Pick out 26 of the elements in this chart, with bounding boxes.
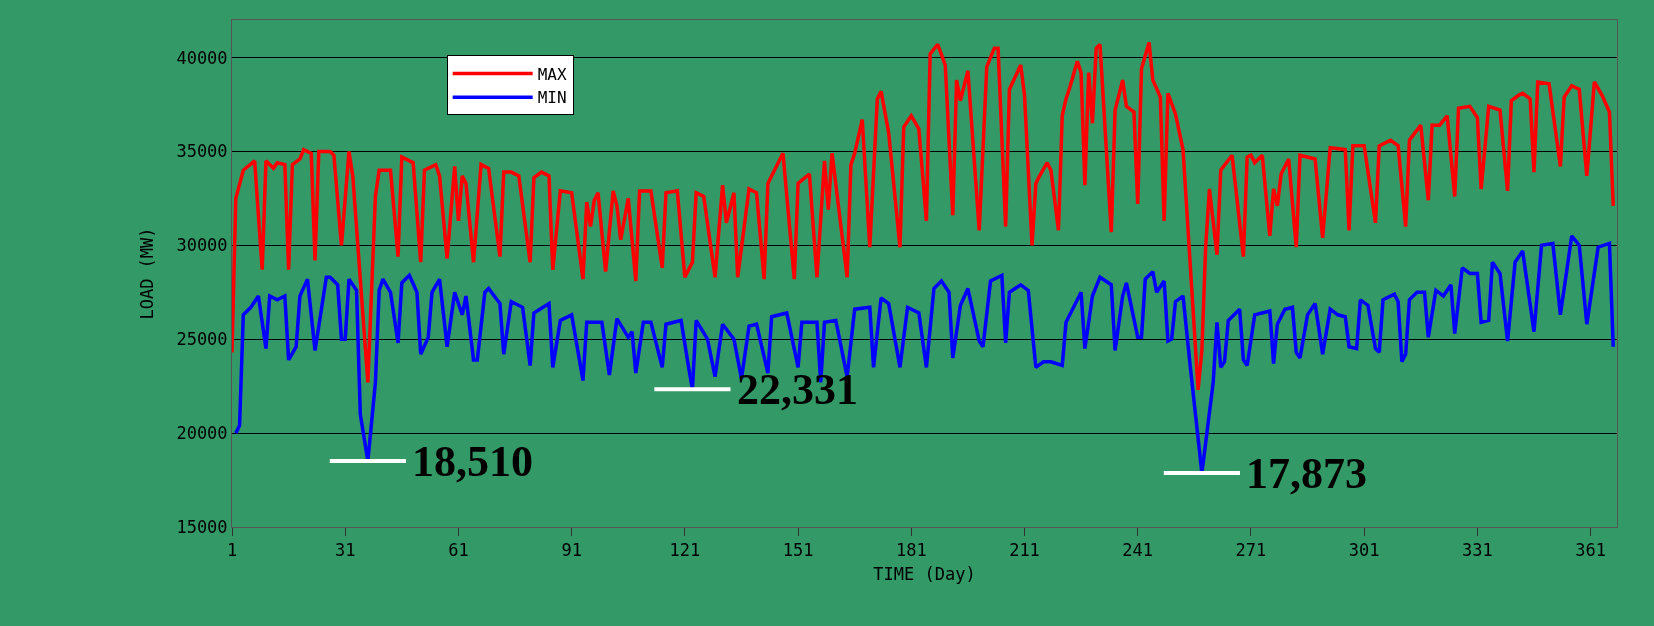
- x-tick-label: 271: [1235, 540, 1267, 561]
- x-tick-label: 151: [782, 540, 814, 561]
- x-tick-label: 301: [1348, 540, 1380, 561]
- x-axis-title: TIME (Day): [873, 563, 976, 584]
- x-tick-label: 61: [448, 540, 469, 561]
- x-tick-label: 211: [1009, 540, 1040, 561]
- annotation: 17,873: [1246, 449, 1367, 498]
- x-tick-label: 181: [895, 540, 927, 561]
- x-tick-label: 1: [226, 540, 238, 561]
- x-tick-label: 31: [334, 540, 356, 561]
- x-tick-label: 91: [561, 540, 582, 561]
- y-tick-label: 40000: [176, 47, 228, 68]
- annotation: 18,510: [412, 437, 533, 486]
- y-tick-label: 25000: [176, 329, 228, 350]
- y-tick-label: 30000: [176, 235, 228, 256]
- y-tick-label: 35000: [176, 141, 228, 162]
- y-tick-label: 15000: [176, 516, 228, 537]
- annotation: 22,331: [737, 365, 858, 414]
- y-tick-label: 20000: [176, 423, 228, 444]
- legend-label: MAX: [537, 64, 567, 84]
- x-tick-label: 331: [1462, 540, 1493, 561]
- y-axis-title: LOAD (MW): [136, 227, 157, 320]
- legend-label: MIN: [537, 88, 567, 108]
- x-tick-label: 241: [1122, 540, 1154, 561]
- x-tick-label: 361: [1575, 540, 1606, 561]
- x-tick-label: 121: [669, 540, 701, 561]
